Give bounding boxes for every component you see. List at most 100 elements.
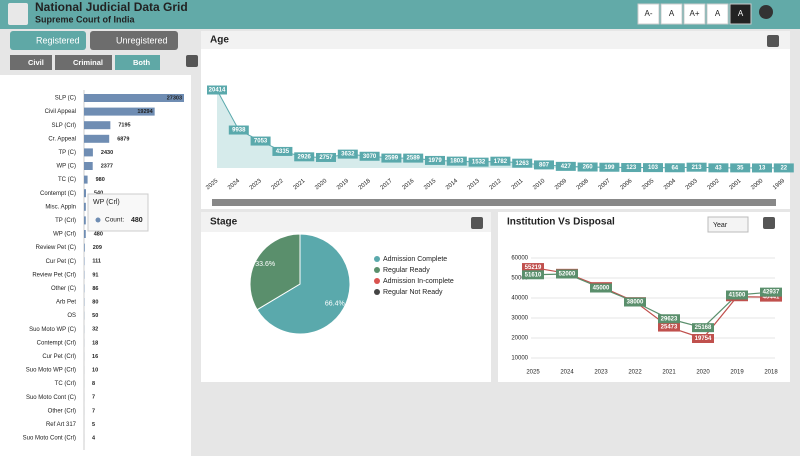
font-button[interactable]	[706, 3, 729, 25]
label-box	[522, 270, 544, 280]
data-label: 18	[92, 340, 98, 346]
tooltip-title: WP (Crl)	[93, 199, 120, 206]
label-box	[599, 162, 620, 172]
subtab-label: Criminal	[73, 58, 103, 67]
label-box	[624, 297, 646, 307]
y-tick-label: SLP (Crl)	[51, 123, 76, 129]
data-label: 13	[759, 166, 766, 172]
font-button-label: A+	[689, 9, 699, 18]
y-tick-label: Suo Moto WP (C)	[29, 327, 76, 333]
settings-button[interactable]	[759, 5, 773, 19]
table-toggle[interactable]	[471, 217, 483, 229]
label-box	[555, 161, 576, 171]
font-button[interactable]	[683, 3, 706, 25]
y-tick-label: Civil Appeal	[45, 109, 76, 115]
data-label: 19754	[695, 336, 712, 342]
font-button[interactable]	[660, 3, 683, 25]
y-tick-label: TC (C)	[58, 177, 76, 183]
data-label: 45000	[593, 286, 610, 292]
label-box	[664, 163, 685, 173]
table-toggle[interactable]	[767, 35, 779, 47]
data-label: 22	[780, 165, 787, 171]
label-box	[490, 156, 511, 166]
subtab[interactable]	[115, 55, 160, 70]
age-panel	[201, 31, 790, 209]
data-label: 64	[671, 165, 678, 171]
font-button-label: A	[669, 9, 675, 18]
y-tick-label: Arb Pet	[56, 300, 76, 306]
table-toggle[interactable]	[763, 217, 775, 229]
legend-marker	[374, 267, 380, 273]
y-tick-label: Cur Pet (Crl)	[42, 354, 76, 360]
font-button-label: A	[738, 9, 744, 18]
label-box	[773, 163, 794, 173]
header-subtitle: Supreme Court of India	[35, 14, 136, 24]
data-label: 4335	[276, 149, 290, 155]
data-label: 20414	[209, 88, 226, 94]
data-label: 25473	[661, 325, 678, 331]
tab[interactable]	[90, 31, 178, 50]
table-toggle[interactable]	[186, 55, 198, 67]
bar	[84, 175, 88, 184]
label-box	[522, 263, 544, 273]
y-tick-label: Contempt (Crl)	[37, 340, 76, 346]
data-label: 111	[92, 259, 101, 265]
data-label: 40441	[763, 295, 780, 301]
data-label: 980	[96, 177, 105, 183]
label-box	[692, 323, 714, 333]
data-label: 80	[92, 299, 98, 305]
y-tick-label: SLP (C)	[55, 96, 76, 102]
subtab-label: Civil	[28, 58, 44, 67]
data-label: 6879	[117, 136, 129, 142]
x-tick-label: 2020	[696, 370, 710, 376]
label-box	[316, 152, 336, 162]
bar	[84, 94, 184, 102]
scrollbar[interactable]	[212, 199, 776, 206]
data-label: 91	[92, 272, 98, 278]
y-tick-label: 10000	[511, 356, 528, 362]
data-label: 33.6%	[255, 261, 275, 268]
pie-slice	[249, 233, 301, 311]
data-label: 35	[737, 165, 744, 171]
legend-marker	[374, 289, 380, 295]
y-tick-label: Suo Moto WP (Crl)	[26, 368, 76, 374]
legend-label: Admission In-complete	[383, 278, 454, 285]
year-select[interactable]	[707, 216, 749, 233]
data-label: 2377	[101, 163, 113, 169]
tooltip-field: Count:	[105, 217, 124, 224]
data-label: 27303	[167, 95, 182, 101]
data-label: 4	[92, 435, 96, 441]
y-tick-label: OS	[67, 313, 76, 319]
bar	[84, 189, 86, 198]
tab[interactable]	[10, 31, 86, 50]
label-box	[207, 85, 227, 95]
area	[217, 90, 784, 168]
font-button-label: A	[715, 9, 721, 18]
emblem	[8, 3, 28, 25]
tab-label: Unregistered	[116, 35, 168, 45]
data-label: 427	[561, 164, 572, 170]
subtab[interactable]	[10, 55, 52, 70]
data-label: 5	[92, 422, 95, 428]
y-tick-label: 60000	[511, 256, 528, 262]
label-box	[272, 146, 293, 156]
font-button[interactable]	[637, 3, 660, 25]
legend-label: Regular Ready	[383, 267, 430, 274]
label-box	[708, 163, 729, 173]
label-box	[590, 283, 612, 293]
data-label: 103	[648, 165, 659, 171]
data-label: 19294	[137, 109, 153, 115]
legend-label: Admission Complete	[383, 256, 447, 263]
bar	[84, 216, 86, 225]
y-tick-label: Other (C)	[51, 286, 76, 292]
y-tick-label: 40000	[511, 296, 528, 302]
bar	[84, 230, 86, 238]
subtab[interactable]	[55, 55, 112, 70]
label-box	[250, 136, 271, 146]
font-button[interactable]	[729, 3, 752, 25]
x-tick-label: 2018	[764, 370, 778, 376]
font-button-label: A-	[645, 9, 653, 18]
label-box	[337, 149, 358, 159]
data-label: 10	[92, 367, 98, 373]
label-box	[643, 163, 663, 173]
